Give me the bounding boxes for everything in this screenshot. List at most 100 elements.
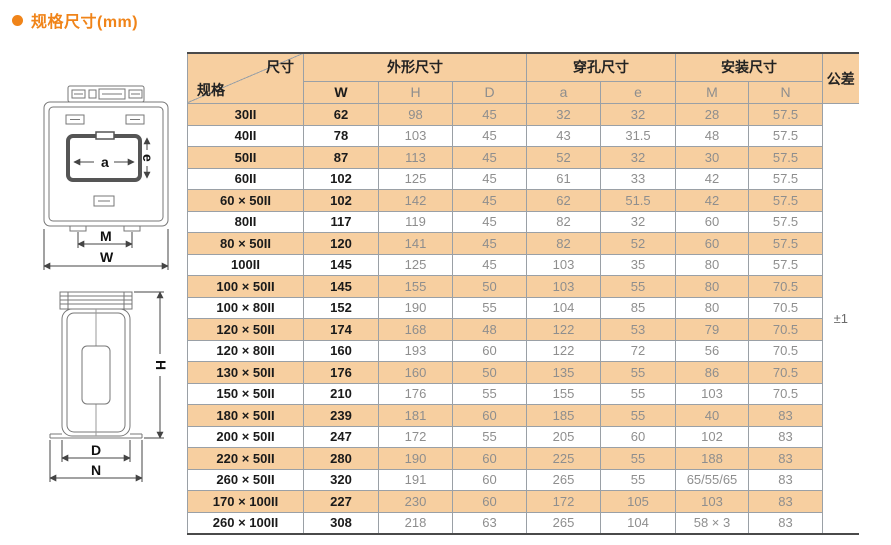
dim-w-label: W: [100, 249, 114, 265]
value-cell: 45: [452, 232, 527, 255]
value-cell: 72: [600, 339, 676, 362]
value-cell: 103: [378, 124, 453, 147]
value-cell: 70.5: [748, 275, 823, 298]
value-cell: 28: [675, 103, 749, 126]
value-cell: 70.5: [748, 318, 823, 341]
tolerance-value: ±1: [822, 103, 859, 535]
dim-d: [61, 440, 131, 462]
value-cell: 155: [378, 275, 453, 298]
value-cell: 181: [378, 404, 453, 427]
value-cell: 193: [378, 339, 453, 362]
value-cell: 103: [675, 382, 749, 405]
ct-side-outline: [49, 291, 143, 439]
value-cell: 42: [675, 167, 749, 190]
value-cell: 53: [600, 318, 676, 341]
value-cell: 70.5: [748, 382, 823, 405]
table-row: 60 × 50II 102 142 45 62 51.5 42 57.5: [187, 189, 859, 212]
col-header-m: M: [675, 80, 749, 105]
value-cell: 45: [452, 189, 527, 212]
value-cell: 83: [748, 447, 823, 470]
value-cell: 239: [303, 404, 379, 427]
value-cell: 78: [303, 124, 379, 147]
value-cell: 83: [748, 404, 823, 427]
table-row: 130 × 50II 176 160 50 135 55 86 70.5: [187, 361, 859, 384]
tolerance-header: 公差: [822, 52, 859, 104]
corner-header: 尺寸 规格: [187, 52, 304, 104]
group-header-outline: 外形尺寸: [303, 52, 527, 82]
table-row: 120 × 50II 174 168 48 122 53 79 70.5: [187, 318, 859, 341]
spec-table-body: 30II 62 98 45 32 32 28 57.5 ±1 40II 78 103 45 43 31.5 4…: [187, 103, 859, 535]
side-view-diagram: H D N: [49, 291, 169, 482]
ct-front-outline: [43, 85, 169, 232]
value-cell: 61: [526, 167, 601, 190]
dim-m: [77, 232, 133, 248]
value-cell: 62: [526, 189, 601, 212]
value-cell: 55: [452, 382, 527, 405]
value-cell: 70.5: [748, 361, 823, 384]
spec-cell: 200 × 50II: [187, 425, 304, 448]
value-cell: 45: [452, 210, 527, 233]
table-row: 220 × 50II 280 190 60 225 55 188 83: [187, 447, 859, 470]
dim-m-label: M: [100, 228, 112, 244]
col-header-n: N: [748, 80, 823, 105]
value-cell: 218: [378, 511, 453, 535]
spec-cell: 220 × 50II: [187, 447, 304, 470]
dim-e-label: e: [140, 154, 156, 162]
spec-cell: 40II: [187, 124, 304, 147]
table-row: 100 × 50II 145 155 50 103 55 80 70.5: [187, 275, 859, 298]
table-row: 80 × 50II 120 141 45 82 52 60 57.5: [187, 232, 859, 255]
value-cell: 70.5: [748, 339, 823, 362]
value-cell: 120: [303, 232, 379, 255]
value-cell: 205: [526, 425, 601, 448]
spec-cell: 60 × 50II: [187, 189, 304, 212]
value-cell: 65/55/65: [675, 468, 749, 491]
spec-cell: 120 × 80II: [187, 339, 304, 362]
value-cell: 102: [303, 189, 379, 212]
value-cell: 57.5: [748, 167, 823, 190]
value-cell: 176: [303, 361, 379, 384]
value-cell: 188: [675, 447, 749, 470]
spec-cell: 30II: [187, 103, 304, 126]
page-title-text: 规格尺寸(mm): [31, 14, 139, 31]
col-header-d: D: [452, 80, 527, 105]
value-cell: 155: [526, 382, 601, 405]
value-cell: 190: [378, 447, 453, 470]
value-cell: 33: [600, 167, 676, 190]
value-cell: 105: [600, 490, 676, 513]
value-cell: 57.5: [748, 103, 823, 126]
value-cell: 42: [675, 189, 749, 212]
corner-label-size: 尺寸: [266, 59, 294, 75]
value-cell: 52: [600, 232, 676, 255]
value-cell: 58 × 3: [675, 511, 749, 535]
spec-cell: 100II: [187, 253, 304, 276]
group-header-hole: 穿孔尺寸: [526, 52, 676, 82]
value-cell: 40: [675, 404, 749, 427]
value-cell: 45: [452, 253, 527, 276]
value-cell: 176: [378, 382, 453, 405]
col-header-h: H: [378, 80, 453, 105]
value-cell: 225: [526, 447, 601, 470]
value-cell: 56: [675, 339, 749, 362]
value-cell: 80: [675, 253, 749, 276]
value-cell: 191: [378, 468, 453, 491]
value-cell: 82: [526, 210, 601, 233]
value-cell: 119: [378, 210, 453, 233]
value-cell: 45: [452, 124, 527, 147]
value-cell: 57.5: [748, 210, 823, 233]
ct-front-window: [66, 131, 142, 182]
value-cell: 190: [378, 296, 453, 319]
value-cell: 230: [378, 490, 453, 513]
value-cell: 60: [452, 468, 527, 491]
spec-cell: 260 × 50II: [187, 468, 304, 491]
value-cell: 125: [378, 253, 453, 276]
spec-cell: 130 × 50II: [187, 361, 304, 384]
value-cell: 145: [303, 253, 379, 276]
value-cell: 80: [675, 275, 749, 298]
table-row: 100II 145 125 45 103 35 80 57.5: [187, 253, 859, 276]
value-cell: 57.5: [748, 124, 823, 147]
value-cell: 60: [675, 210, 749, 233]
col-header-e: e: [600, 80, 676, 105]
value-cell: 50: [452, 361, 527, 384]
value-cell: 160: [303, 339, 379, 362]
value-cell: 117: [303, 210, 379, 233]
